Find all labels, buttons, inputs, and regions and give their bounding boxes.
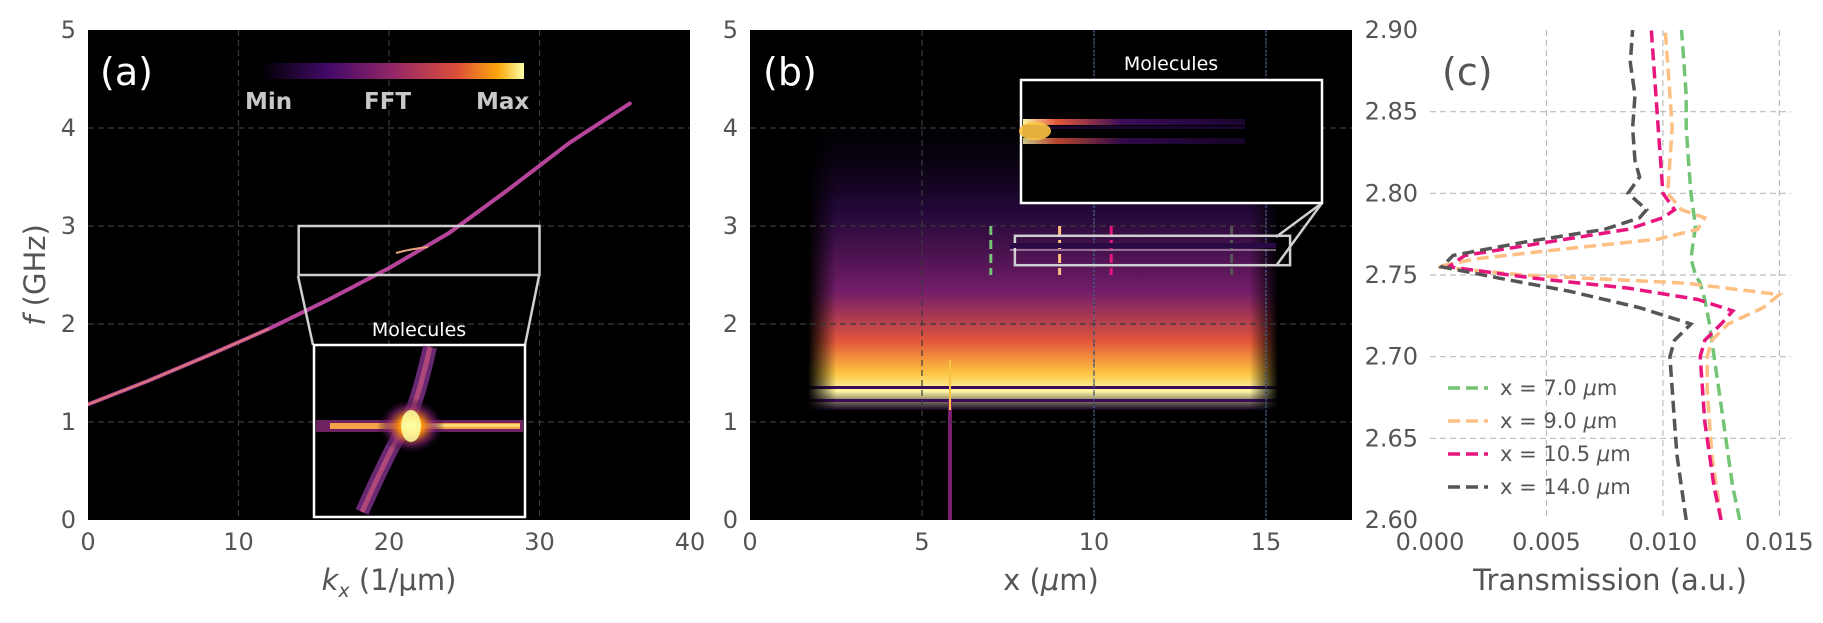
x-tick-label: 10 (1079, 528, 1110, 556)
inset-a-title: Molecules (372, 319, 466, 341)
y-tick-label: 2.65 (1365, 424, 1418, 452)
panel-c-xlabel: Transmission (a.u.) (1472, 563, 1747, 597)
y-tick-label: 1 (61, 408, 76, 436)
colorbar (262, 63, 524, 79)
inset-b: Molecules (1019, 53, 1324, 205)
panel-a-ticks: 0 10 20 30 40 0 1 2 3 4 5 (61, 16, 706, 556)
inset-b-title: Molecules (1124, 53, 1218, 75)
x-tick-label: 0 (80, 528, 95, 556)
colorbar-min-label: Min (245, 89, 292, 115)
x-tick-label: 0.010 (1629, 528, 1698, 556)
panel-b: 0 5 10 15 0 1 2 3 4 5 (b) Molecules x (μm) (723, 16, 1352, 597)
panel-c-ticks: 0.000 0.005 0.010 0.015 2.60 2.65 2.70 2.75 2.80… (1365, 16, 1814, 556)
dispersion-curve-glow (88, 327, 270, 406)
legend-entry: x = 7.0 μm (1500, 376, 1617, 400)
legend-entry: x = 14.0 μm (1500, 475, 1631, 499)
x-tick-label: 40 (675, 528, 706, 556)
x-tick-label: 0.015 (1745, 528, 1814, 556)
zoom-connector-top (1275, 201, 1323, 239)
transmission-lines (1436, 30, 1784, 520)
x-tick-label: 10 (223, 528, 254, 556)
y-tick-label: 2.85 (1365, 98, 1418, 126)
series-line-7.0 (1679, 30, 1742, 520)
x-tick-label: 30 (524, 528, 555, 556)
y-tick-label: 1 (723, 408, 738, 436)
y-tick-label: 2.70 (1365, 343, 1418, 371)
y-tick-label: 3 (61, 212, 76, 240)
colorbar-max-label: Max (476, 89, 529, 115)
zoom-connector-right (523, 275, 541, 346)
zoom-connector-left (296, 275, 315, 346)
y-tick-label: 2 (61, 310, 76, 338)
y-tick-label: 2 (723, 310, 738, 338)
zoom-connector-bottom (1274, 202, 1324, 267)
y-tick-label: 4 (61, 114, 76, 142)
x-tick-label: 0 (742, 528, 757, 556)
y-tick-label: 2.90 (1365, 16, 1418, 44)
y-tick-label: 5 (723, 16, 738, 44)
y-tick-label: 4 (723, 114, 738, 142)
series-line-14.0 (1437, 30, 1695, 520)
probe-markers (989, 226, 1234, 275)
panel-c: 0.000 0.005 0.010 0.015 2.60 2.65 2.70 2.75 2.80… (1365, 16, 1814, 597)
series-line-10.5 (1443, 30, 1736, 520)
x-tick-label: 0.005 (1512, 528, 1581, 556)
x-tick-label: 20 (374, 528, 405, 556)
anticrossing-branch (395, 246, 429, 254)
zoom-box (297, 224, 541, 277)
legend: x = 7.0 μm x = 9.0 μm x = 10.5 μm x = 14.0 … (1448, 376, 1631, 499)
y-tick-label: 2.60 (1365, 506, 1418, 534)
y-tick-label: 2.75 (1365, 261, 1418, 289)
y-tick-label: 3 (723, 212, 738, 240)
y-tick-label: 2.80 (1365, 179, 1418, 207)
y-tick-label: 5 (61, 16, 76, 44)
panel-a-xlabel: kx (1/μm) (322, 563, 457, 602)
x-tick-label: 15 (1251, 528, 1282, 556)
inset-a: Molecules (312, 319, 527, 519)
legend-entry: x = 9.0 μm (1500, 409, 1617, 433)
panel-b-ticks: 0 5 10 15 0 1 2 3 4 5 (723, 16, 1282, 556)
series-line-9.0 (1436, 30, 1784, 520)
y-tick-label: 0 (61, 506, 76, 534)
x-tick-label: 0.000 (1396, 528, 1465, 556)
panel-a: 0 10 20 30 40 0 1 2 3 4 5 (a) Min FFT Max Molecule… (18, 16, 705, 602)
panel-b-xlabel: x (μm) (1003, 563, 1099, 597)
legend-entry: x = 10.5 μm (1500, 442, 1631, 466)
panel-a-ylabel: f (GHz) (18, 224, 52, 326)
panel-label-a: (a) (100, 50, 153, 94)
colorbar-mid-label: FFT (364, 89, 411, 115)
zoom-box (1013, 234, 1292, 267)
x-tick-label: 5 (914, 528, 929, 556)
panel-label-c: (c) (1442, 50, 1493, 94)
panel-label-b: (b) (763, 50, 817, 94)
y-tick-label: 0 (723, 506, 738, 534)
